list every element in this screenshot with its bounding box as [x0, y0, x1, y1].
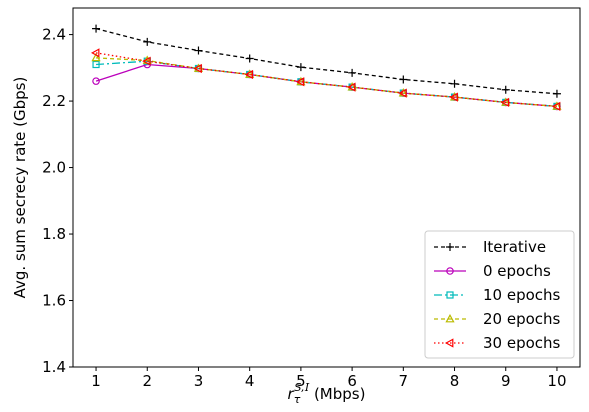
x-axis-label-sub: τ [294, 393, 301, 406]
data-point [501, 85, 510, 94]
data-point [347, 82, 356, 92]
legend-label: 10 epochs [483, 286, 561, 304]
legend-swatch-marker [446, 267, 454, 275]
x-tick-label: 3 [194, 372, 204, 390]
legend-label: 0 epochs [483, 262, 551, 280]
y-tick-label: 1.6 [42, 292, 66, 310]
x-tick-label: 1 [91, 372, 101, 390]
x-tick-label: 4 [245, 372, 255, 390]
data-point [193, 63, 202, 74]
data-point [500, 97, 510, 108]
data-point [399, 75, 408, 84]
series-0 [92, 24, 561, 98]
series-1 [92, 60, 561, 111]
data-point [295, 77, 305, 87]
y-tick-label: 2.2 [42, 92, 66, 110]
legend-box [424, 230, 575, 359]
legend-label: Iterative [483, 238, 546, 256]
series-4 [90, 48, 561, 112]
data-point [348, 68, 357, 77]
series-line [96, 60, 558, 108]
data-point [92, 24, 101, 33]
series-group [90, 24, 562, 112]
legend-swatch-marker [446, 243, 454, 251]
legend-swatch-marker [446, 291, 454, 299]
legend-swatch-marker [444, 338, 454, 348]
x-axis-label: rτS,I (Mbps) [288, 381, 366, 406]
plot-frame [72, 7, 581, 368]
x-tick-label: 10 [547, 372, 566, 390]
data-point [398, 88, 407, 98]
data-point [194, 46, 203, 55]
legend-swatch-marker [445, 313, 455, 323]
data-point [245, 54, 254, 63]
y-axis-label: Avg. sum secrecy rate (Gbps) [11, 77, 29, 299]
x-axis-label-sup-script: I [304, 381, 310, 394]
x-tick-label: 6 [347, 372, 357, 390]
data-point [450, 79, 459, 88]
data-point [142, 56, 151, 66]
x-axis-label-unit: (Mbps) [309, 385, 365, 403]
x-tick-label: 2 [142, 372, 152, 390]
series-line [95, 27, 558, 95]
data-point [90, 48, 100, 58]
legend: Iterative 0 epochs 10 epochs 20 epochs 30 ep… [424, 230, 575, 359]
x-tick-label: 5 [296, 372, 306, 390]
x-tick-label: 7 [399, 372, 409, 390]
data-point [244, 69, 254, 80]
x-axis-label-sup: S, [294, 381, 304, 394]
series-line [95, 52, 558, 108]
data-point [91, 52, 101, 62]
series-line [96, 57, 558, 108]
legend-label: 30 epochs [483, 334, 561, 352]
y-tick-label: 2.0 [42, 159, 66, 177]
data-point [296, 63, 305, 72]
x-tick-label: 9 [501, 372, 511, 390]
data-point [92, 60, 100, 69]
data-point [551, 101, 561, 112]
y-tick-label: 2.4 [42, 26, 66, 44]
data-point [449, 92, 458, 102]
y-tick-label: 1.4 [42, 358, 66, 376]
legend-label: 20 epochs [483, 310, 561, 328]
data-point [92, 77, 100, 85]
axis-ticks: 1 2 3 4 5 6 7 8 9 10 1.4 1.6 1.8 2.0 2.2 2.4 [42, 26, 566, 390]
x-axis-label-main: r [288, 385, 295, 403]
data-point [552, 89, 561, 98]
data-point [143, 37, 152, 46]
x-tick-label: 8 [450, 372, 460, 390]
y-tick-label: 1.8 [42, 225, 66, 243]
